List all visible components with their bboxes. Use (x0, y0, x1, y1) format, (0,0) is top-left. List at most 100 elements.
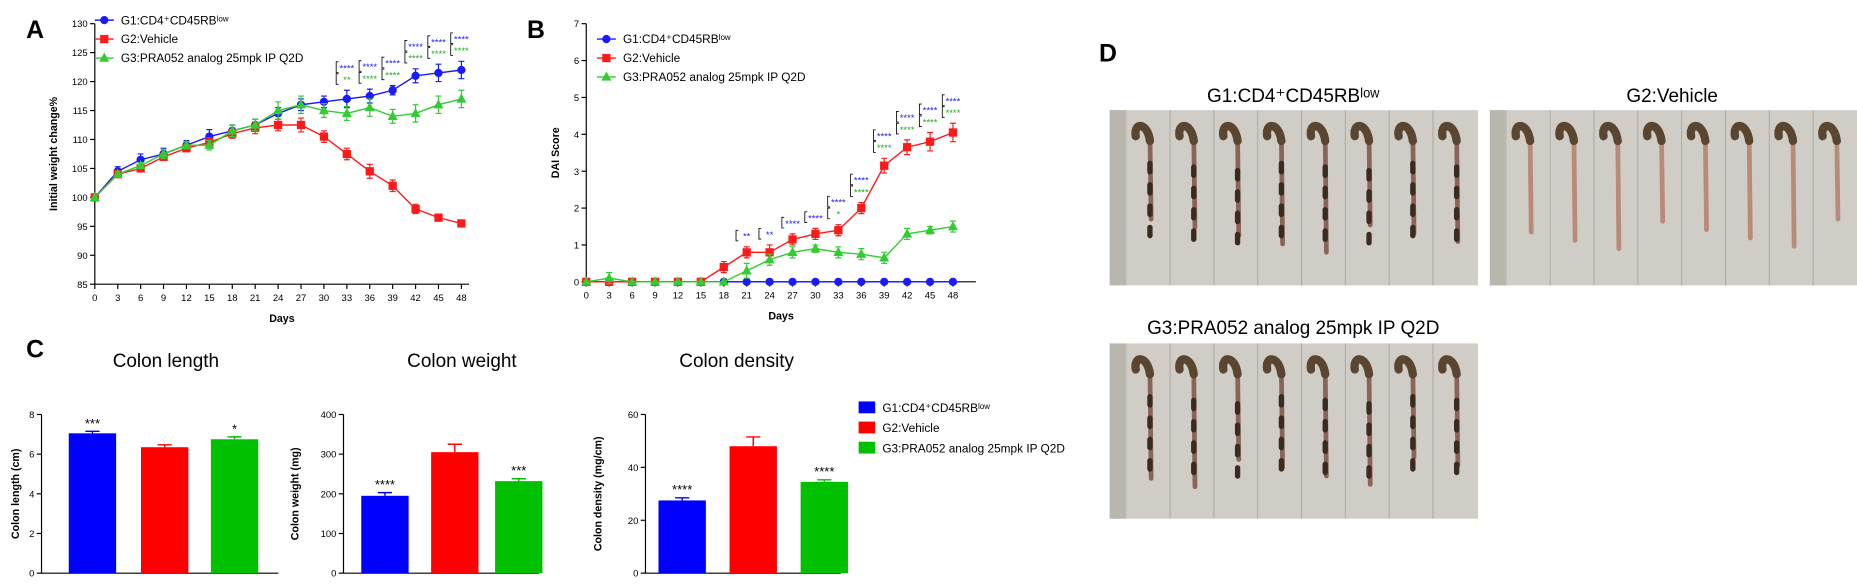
error-bar (377, 491, 393, 496)
significance: * (837, 210, 841, 221)
y-tick-label: 300 (321, 450, 337, 461)
marker (227, 125, 238, 135)
legend-label: G1:CD4⁺CD45RBˡᵒʷ (623, 32, 731, 46)
significance: **** (923, 117, 938, 128)
significance: **** (877, 131, 892, 142)
bar (68, 433, 117, 574)
marker (411, 204, 420, 214)
marker (602, 34, 611, 44)
bar (495, 481, 543, 574)
colon-body (1527, 133, 1534, 235)
y-tick-label: 95 (77, 222, 88, 233)
x-tick-label: 45 (433, 293, 444, 304)
marker (833, 246, 844, 257)
x-tick-label: 33 (833, 290, 844, 301)
bracket (404, 51, 408, 64)
legend-swatch (858, 441, 876, 454)
colon-body (1702, 133, 1709, 233)
y-tick-label: 3 (574, 167, 579, 178)
marker (273, 105, 284, 115)
significance: **** (362, 62, 377, 73)
marker (158, 148, 169, 158)
cecum (1818, 122, 1841, 146)
legend-swatch (858, 401, 876, 414)
significance: **** (375, 477, 395, 492)
error-bar (675, 497, 690, 501)
panel-label: C (26, 336, 44, 364)
marker (342, 149, 351, 159)
legend-label: G1:CD4⁺CD45RBˡᵒʷ (882, 401, 990, 415)
x-tick-label: 42 (902, 290, 913, 301)
legend-label: G1:CD4⁺CD45RBˡᵒʷ (121, 13, 229, 27)
cecum (1175, 355, 1198, 379)
marker (649, 276, 661, 286)
marker (788, 277, 797, 286)
bracket (873, 141, 876, 153)
y-tick-label: 90 (77, 251, 88, 262)
y-tick-label: 4 (574, 130, 579, 141)
cecum (1219, 122, 1242, 146)
cecum (1350, 355, 1374, 379)
marker (741, 265, 752, 275)
x-tick-label: 36 (364, 293, 375, 304)
x-tick-label: 15 (204, 293, 215, 304)
bracket (896, 111, 899, 123)
marker (135, 160, 146, 170)
significance: **** (900, 125, 915, 136)
marker (296, 120, 306, 130)
bar (361, 495, 409, 574)
marker (879, 252, 890, 262)
significance: **** (454, 46, 469, 57)
cecum (1643, 122, 1666, 146)
bracket (918, 115, 922, 127)
error-bar (746, 436, 761, 447)
chart-title: Colon length (113, 351, 219, 372)
marker (880, 277, 889, 286)
cecum (1511, 122, 1535, 146)
marker (948, 128, 958, 137)
bar (729, 446, 777, 574)
marker (411, 71, 420, 80)
y-tick-label: 6 (29, 450, 34, 461)
x-tick-label: 18 (718, 290, 729, 301)
panel-label: B (527, 16, 545, 44)
marker (388, 181, 397, 190)
y-tick-label: 100 (321, 529, 337, 540)
marker (388, 86, 397, 95)
marker (204, 139, 215, 149)
photo-title: G2:Vehicle (1626, 86, 1718, 107)
bar (141, 447, 189, 574)
panel-label: D (1099, 40, 1117, 68)
marker (457, 65, 466, 75)
x-tick-label: 39 (387, 293, 398, 304)
bar (800, 481, 848, 574)
x-tick-label: 21 (741, 290, 752, 301)
photo (1109, 343, 1478, 519)
significance: **** (831, 198, 846, 209)
marker (672, 276, 683, 286)
significance: **** (385, 59, 400, 70)
marker (947, 221, 958, 231)
y-tick-label: 120 (72, 77, 88, 88)
colon-body (1571, 133, 1578, 243)
photo-background (1109, 110, 1478, 286)
marker (387, 110, 398, 120)
marker (318, 105, 329, 115)
bracket (827, 207, 831, 220)
bracket (335, 73, 339, 85)
significance: **** (814, 464, 834, 479)
y-axis-label: Colon density (mg/cm) (593, 436, 605, 551)
marker (295, 99, 307, 109)
bar (658, 500, 706, 574)
cecum (1599, 122, 1622, 146)
significance: ** (743, 232, 751, 243)
x-tick-label: 24 (273, 293, 284, 304)
x-tick-label: 9 (161, 293, 166, 304)
marker (880, 161, 889, 170)
marker (410, 107, 421, 118)
cecum (1394, 355, 1417, 379)
y-tick-label: 0 (29, 569, 34, 580)
legend-label: G3:PRA052 analog 25mpk IP Q2D (882, 441, 1065, 455)
bracket (427, 35, 431, 47)
x-tick-label: 21 (250, 293, 261, 304)
